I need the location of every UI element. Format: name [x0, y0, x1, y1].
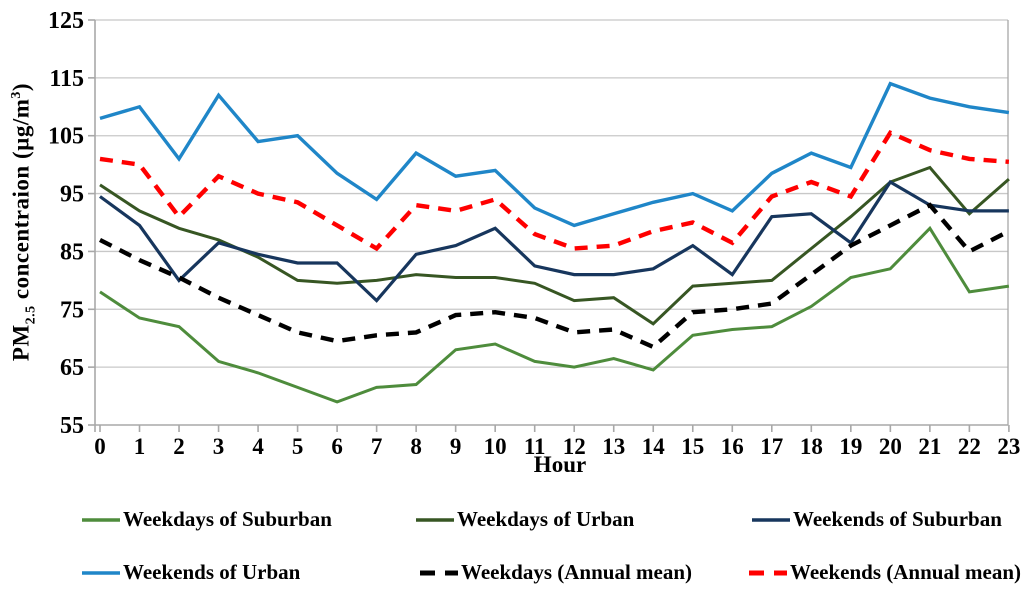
x-tick-label-7: 7: [371, 434, 383, 459]
y-tick-label-105: 105: [48, 124, 84, 150]
x-tick-label-12: 12: [563, 434, 586, 459]
legend-swatch-weekdays-annual-mean: [420, 570, 458, 575]
series-line-weekdays-of-urban: [99, 165, 1010, 326]
x-tick-label-0: 0: [94, 434, 106, 459]
y-axis-title: PM2.5 concentraion (µg/m3): [9, 83, 40, 361]
y-tick-label-65: 65: [60, 355, 84, 381]
x-tick-label-1: 1: [134, 434, 146, 459]
legend-item-weekdays-of-urban: Weekdays of Urban: [416, 507, 634, 532]
x-axis-title: Hour: [533, 452, 587, 477]
series-line-weekends-of-urban: [99, 81, 1010, 228]
y-tick-label-115: 115: [49, 66, 84, 92]
x-tick-label-4: 4: [252, 434, 264, 459]
x-tick-label-2: 2: [173, 434, 185, 459]
legend-label: Weekdays of Urban: [457, 507, 635, 531]
legend-label: Weekends (Annual mean): [790, 560, 1022, 584]
x-tick-label-10: 10: [484, 434, 507, 459]
x-tick-label-11: 11: [524, 434, 546, 459]
legend-label: Weekends of Suburban: [793, 507, 1002, 531]
x-tick-label-13: 13: [602, 434, 625, 459]
legend-label: Weekends of Urban: [123, 560, 301, 584]
y-axis-title-superscript: 3: [9, 91, 25, 99]
legend-swatch-weekends-annual-mean: [749, 570, 787, 575]
legend-item-weekends-of-suburban: Weekends of Suburban: [752, 507, 1002, 532]
x-tick-label-8: 8: [410, 434, 422, 459]
x-tick-label-16: 16: [721, 434, 744, 459]
x-tick-label-5: 5: [292, 434, 304, 459]
legend-item-weekends-of-urban: Weekends of Urban: [82, 560, 300, 585]
x-tick-label-14: 14: [642, 434, 666, 459]
y-tick-label-95: 95: [60, 182, 84, 208]
legend-swatch-weekdays-of-suburban: [82, 517, 120, 522]
y-tick-label-85: 85: [60, 239, 84, 265]
legend-label: Weekdays of Suburban: [123, 507, 332, 531]
legend-swatch-weekends-of-suburban: [752, 517, 790, 522]
y-tick-label-125: 125: [48, 8, 84, 34]
legend-swatch-weekdays-of-urban: [416, 517, 454, 522]
series-line-weekends-of-suburban: [99, 179, 1009, 303]
legend-item-weekdays-annual-mean: Weekdays (Annual mean): [420, 560, 692, 585]
x-tick-label-18: 18: [800, 434, 823, 459]
x-tick-label-15: 15: [681, 434, 704, 459]
legend-swatch-weekends-of-urban: [82, 570, 120, 575]
legend-item-weekdays-of-suburban: Weekdays of Suburban: [82, 507, 332, 532]
x-tick-label-21: 21: [918, 434, 941, 459]
x-tick-label-3: 3: [213, 434, 225, 459]
x-tick-label-9: 9: [450, 434, 462, 459]
x-tick-label-6: 6: [331, 434, 343, 459]
x-tick-label-19: 19: [839, 434, 862, 459]
legend-item-weekends-annual-mean: Weekends (Annual mean): [749, 560, 1021, 585]
y-tick-label-55: 55: [60, 413, 84, 439]
x-tick-label-22: 22: [958, 434, 981, 459]
legend-label: Weekdays (Annual mean): [461, 560, 693, 584]
series-line-weekends-annual-mean-: [99, 130, 1010, 252]
y-axis-title-subscript: 2.5: [23, 305, 39, 325]
y-axis-title-text: PM: [8, 324, 34, 362]
y-axis-title-close: ): [8, 82, 34, 92]
series-line-weekdays-annual-mean-: [98, 202, 1010, 350]
x-tick-label-23: 23: [997, 434, 1020, 459]
y-axis-title-mid: concentraion (µg/m: [8, 98, 34, 306]
x-tick-label-17: 17: [760, 434, 783, 459]
y-tick-label-75: 75: [60, 297, 84, 323]
series-line-weekdays-of-suburban: [99, 225, 1010, 404]
x-tick-label-20: 20: [879, 434, 902, 459]
